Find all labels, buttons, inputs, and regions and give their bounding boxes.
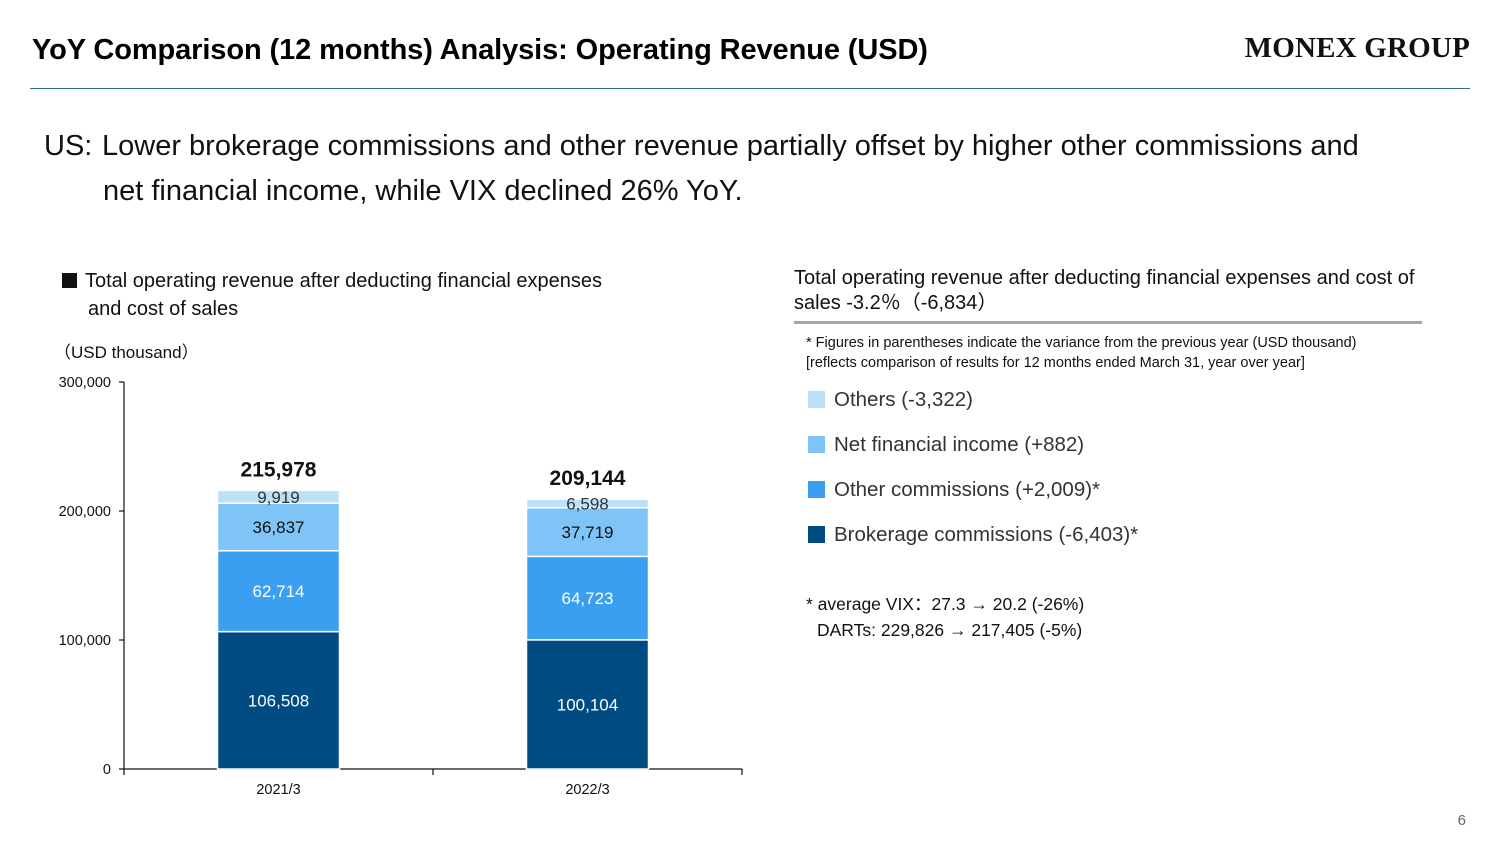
darts-note: DARTs: 229,826 → 217,405 (-5%) — [817, 620, 1083, 640]
variance-footnote: * Figures in parentheses indicate the va… — [806, 333, 1356, 373]
chart-heading-line2: and cost of sales — [88, 298, 239, 320]
headline-line1: Lower brokerage commissions and other re… — [102, 130, 1359, 162]
legend-swatch — [808, 436, 825, 453]
headline-line2: net financial income, while VIX declined… — [103, 175, 743, 207]
y-tick-label: 300,000 — [59, 375, 111, 391]
bar-total-label: 215,978 — [241, 458, 317, 481]
bar-value-label: 62,714 — [253, 582, 305, 601]
title-divider — [30, 88, 1470, 89]
bar-value-label: 6,598 — [566, 494, 609, 513]
legend-label: Others (-3,322) — [834, 388, 973, 411]
summary-heading: Total operating revenue after deducting … — [794, 267, 1415, 314]
summary-divider — [794, 321, 1422, 324]
footnote-line1: * Figures in parentheses indicate the va… — [806, 335, 1357, 351]
legend-label: Net financial income (+882) — [834, 433, 1085, 456]
bar-total-label: 209,144 — [550, 467, 626, 490]
headline-prefix: US: — [44, 130, 93, 162]
page-number: 6 — [1457, 812, 1466, 829]
headline: US: Lower brokerage commissions and other… — [44, 124, 1474, 214]
legend-swatch — [808, 526, 825, 543]
chart-heading-line1: Total operating revenue after deducting … — [85, 270, 603, 292]
footnote-line2: [reflects comparison of results for 12 m… — [806, 355, 1305, 371]
company-logo: MONEX GROUP — [1244, 32, 1470, 64]
legend-label: Other commissions (+2,009)* — [834, 478, 1101, 501]
bar-value-label: 9,919 — [257, 488, 300, 507]
legend-label: Brokerage commissions (-6,403)* — [834, 523, 1139, 546]
bar-value-label: 64,723 — [562, 589, 614, 608]
bar-value-label: 37,719 — [562, 523, 614, 542]
bar-value-label: 100,104 — [557, 695, 618, 714]
bar-segment — [216, 489, 341, 504]
page-title: YoY Comparison (12 months) Analysis: Ope… — [32, 34, 928, 66]
y-tick-label: 0 — [103, 762, 111, 778]
legend-swatch — [808, 481, 825, 498]
bar-value-label: 36,837 — [253, 518, 305, 537]
vix-note: * average VIX：27.3 → 20.2 (-26%) — [806, 594, 1085, 614]
bar-segment — [216, 630, 341, 770]
legend-swatch — [808, 391, 825, 408]
y-tick-label: 100,000 — [59, 633, 111, 649]
chart-heading: Total operating revenue after deducting … — [62, 267, 602, 323]
bar-value-label: 106,508 — [248, 691, 309, 710]
bar-segment — [216, 549, 341, 633]
bar-segment — [216, 502, 341, 552]
x-tick-label: 2022/3 — [565, 782, 609, 798]
y-tick-label: 200,000 — [59, 504, 111, 520]
bar-segment — [525, 555, 650, 641]
market-notes: * average VIX：27.3 → 20.2 (-26%) DARTs: … — [806, 591, 1084, 643]
bar-segment — [525, 506, 650, 558]
x-tick-label: 2021/3 — [256, 782, 300, 798]
unit-label: （USD thousand） — [54, 343, 199, 362]
square-bullet-icon — [62, 273, 77, 288]
stacked-bar-chart: 0 100,000 200,000 300,000 106,508 62,714 36,83… — [59, 375, 743, 798]
bar-segment — [525, 498, 650, 509]
